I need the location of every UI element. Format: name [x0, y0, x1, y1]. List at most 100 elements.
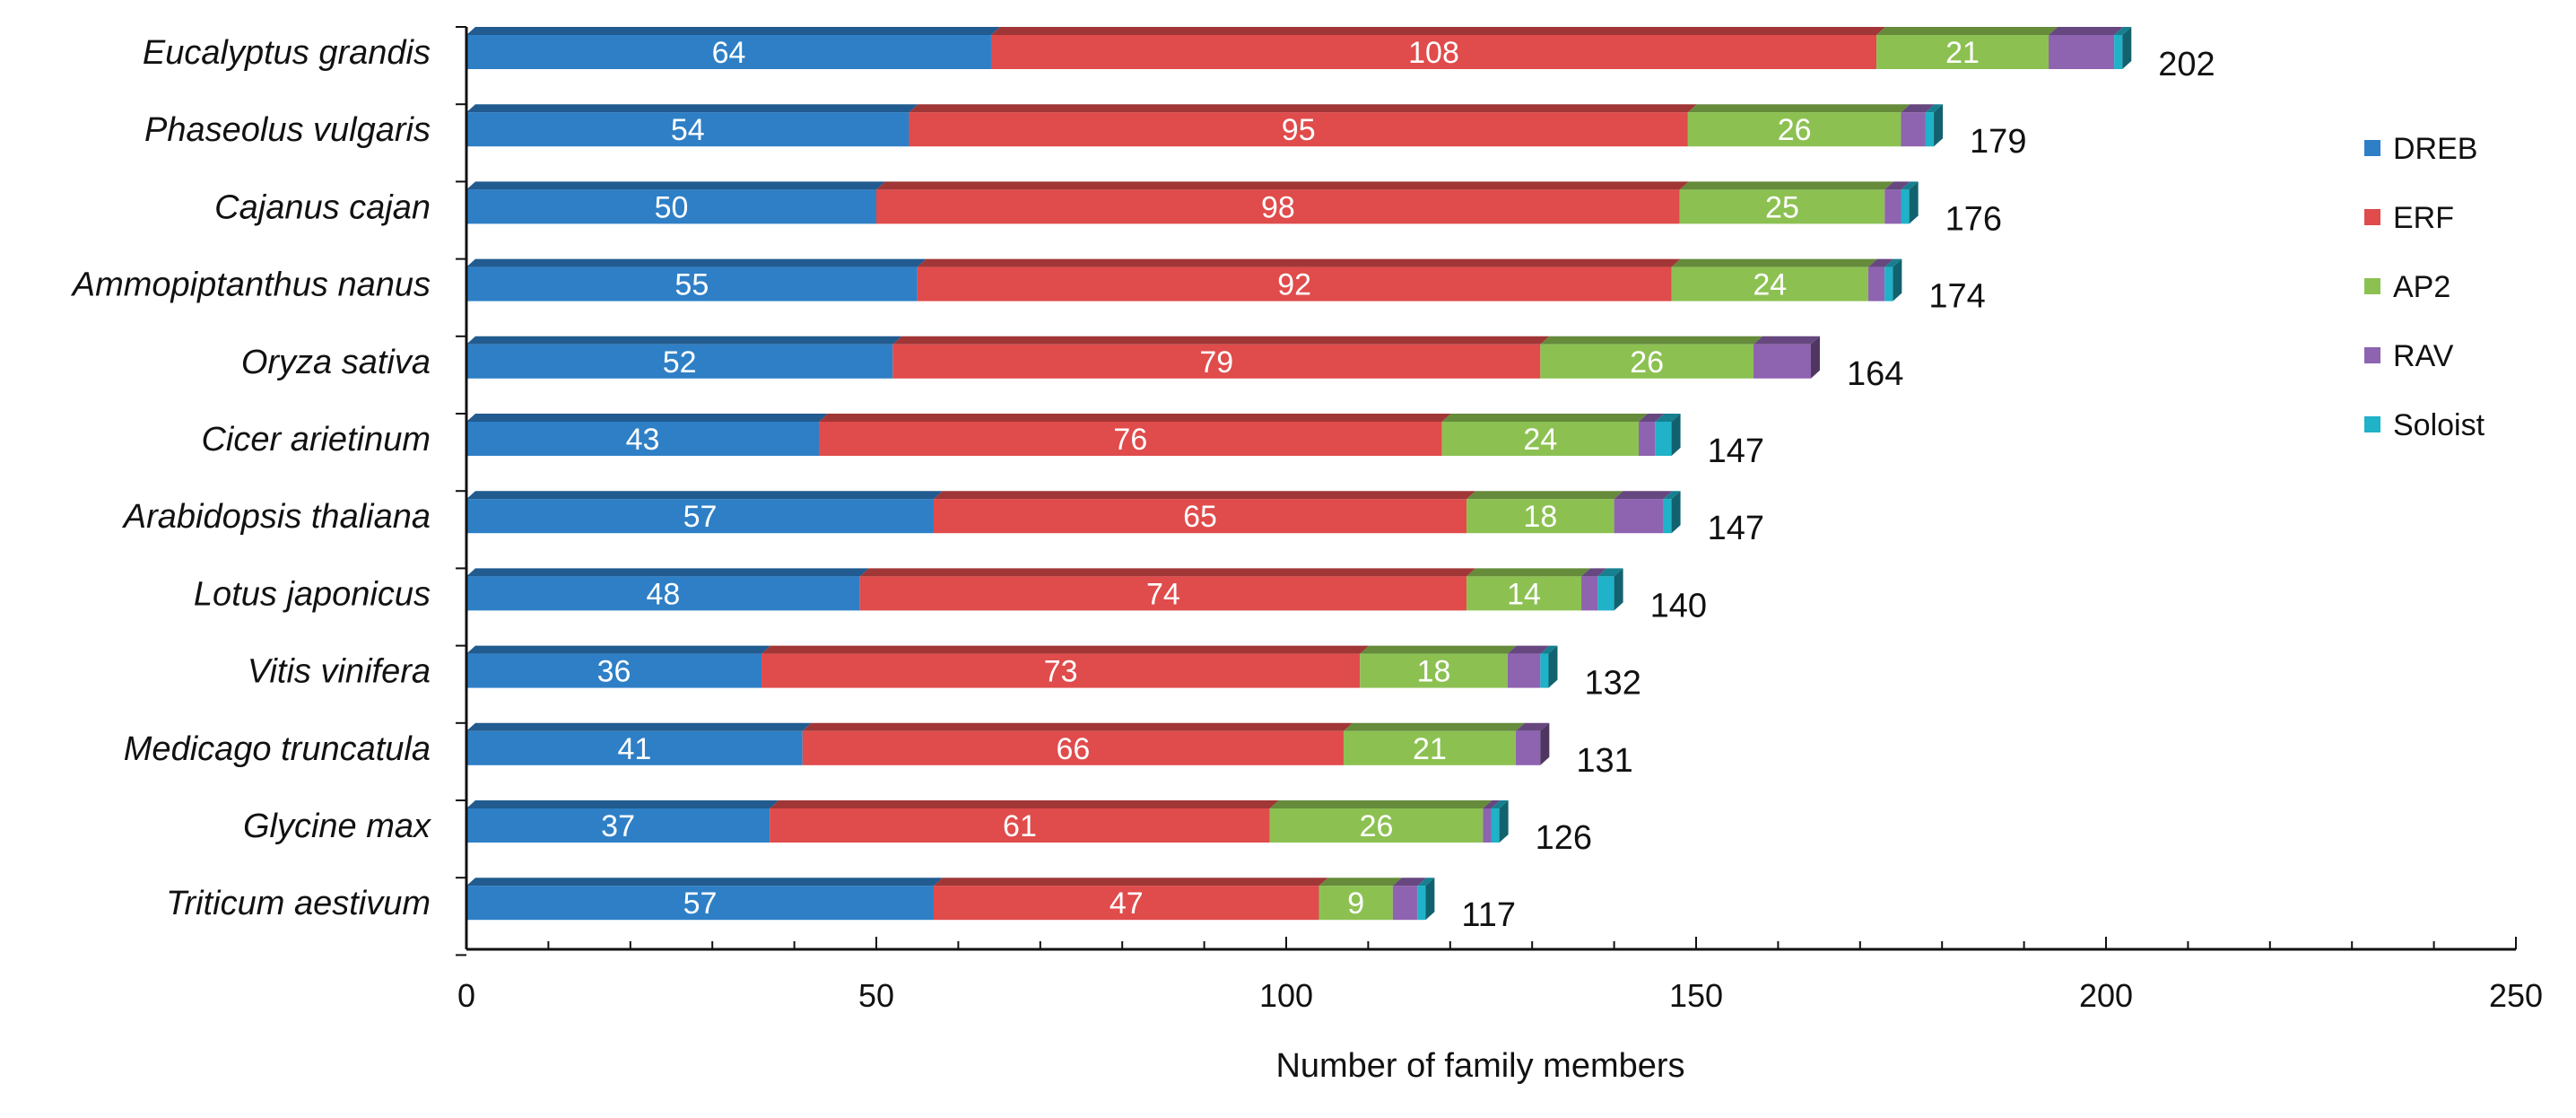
- bar-erf-medicago-truncatula-top: [802, 722, 1353, 731]
- total-label-medicago-truncatula: 131: [1576, 742, 1632, 780]
- bar-soloist-vitis-vinifera: [1540, 653, 1549, 688]
- category-label-lotus-japonicus: Lotus japonicus: [194, 575, 431, 613]
- total-label-eucalyptus-grandis: 202: [2158, 46, 2215, 83]
- legend-label-soloist: Soloist: [2393, 408, 2485, 442]
- bar-ap2-eucalyptus-grandis: [1876, 35, 2049, 69]
- bar-dreb-glycine-max-top: [466, 800, 779, 808]
- total-label-triticum-aestivum: 117: [1461, 896, 1516, 934]
- data-label-ap2-oryza-sativa: 26: [1630, 345, 1664, 380]
- bar-rav-medicago-truncatula-top: [1515, 722, 1550, 731]
- bar-dreb-glycine-max: [466, 808, 770, 843]
- legend-label-rav: RAV: [2393, 339, 2454, 373]
- category-label-vitis-vinifera: Vitis vinifera: [248, 653, 431, 691]
- bar-ap2-arabidopsis-thaliana: [1466, 499, 1614, 534]
- x-tick-label-200: 200: [2079, 977, 2133, 1014]
- category-label-medicago-truncatula: Medicago truncatula: [124, 730, 431, 768]
- bar-rav-triticum-aestivum: [1392, 886, 1418, 921]
- bar-soloist-lotus-japonicus-top: [1597, 568, 1623, 577]
- legend-label-erf: ERF: [2393, 201, 2454, 235]
- bar-end-cajanus-cajan: [1909, 181, 1919, 224]
- data-label-erf-lotus-japonicus: 74: [1146, 577, 1180, 611]
- bar-erf-eucalyptus-grandis-top: [990, 27, 1886, 35]
- data-label-dreb-glycine-max: 37: [601, 809, 635, 843]
- bar-end-phaseolus-vulgaris: [1934, 104, 1944, 147]
- bar-end-lotus-japonicus: [1614, 568, 1623, 611]
- bar-soloist-phaseolus-vulgaris-top: [1925, 104, 1944, 113]
- bar-erf-ammopiptanthus-nanus: [917, 266, 1672, 301]
- bar-rav-lotus-japonicus-top: [1581, 568, 1607, 577]
- bar-erf-glycine-max: [770, 808, 1270, 843]
- category-label-eucalyptus-grandis: Eucalyptus grandis: [143, 34, 431, 72]
- data-label-ap2-glycine-max: 26: [1360, 809, 1394, 843]
- bar-soloist-vitis-vinifera-top: [1540, 645, 1558, 654]
- bar-ap2-medicago-truncatula: [1343, 730, 1516, 765]
- bar-rav-glycine-max-top: [1483, 800, 1501, 808]
- data-label-erf-glycine-max: 61: [1003, 809, 1037, 843]
- bar-end-cicer-arietinum: [1671, 414, 1681, 456]
- bar-dreb-cicer-arietinum-top: [466, 414, 829, 422]
- data-label-dreb-oryza-sativa: 52: [663, 345, 697, 380]
- bar-end-eucalyptus-grandis: [2122, 27, 2132, 69]
- total-label-arabidopsis-thaliana: 147: [1708, 510, 1764, 547]
- data-label-ap2-cicer-arietinum: 24: [1523, 423, 1557, 457]
- bar-dreb-oryza-sativa: [466, 344, 893, 379]
- bar-ap2-lotus-japonicus-top: [1466, 568, 1591, 577]
- legend-label-ap2: AP2: [2393, 270, 2450, 304]
- data-label-ap2-ammopiptanthus-nanus: 24: [1753, 268, 1787, 302]
- bar-ap2-oryza-sativa: [1540, 344, 1754, 379]
- legend: DREB ERF AP2 RAV Soloist: [2364, 132, 2485, 442]
- bar-dreb-oryza-sativa-top: [466, 336, 902, 345]
- bar-end-triticum-aestivum: [1425, 878, 1435, 921]
- total-label-ammopiptanthus-nanus: 174: [1928, 278, 1985, 316]
- bar-dreb-eucalyptus-grandis: [466, 35, 991, 69]
- bar-dreb-cicer-arietinum: [466, 422, 820, 456]
- bar-rav-medicago-truncatula: [1515, 730, 1541, 765]
- bar-rav-glycine-max: [1483, 808, 1492, 843]
- bar-dreb-triticum-aestivum: [466, 886, 934, 921]
- category-label-triticum-aestivum: Triticum aestivum: [166, 885, 431, 922]
- bar-ap2-oryza-sativa-top: [1540, 336, 1762, 345]
- bar-dreb-cajanus-cajan: [466, 189, 876, 224]
- data-label-erf-ammopiptanthus-nanus: 92: [1277, 268, 1311, 302]
- legend-swatch-rav: [2364, 347, 2380, 363]
- bar-end-medicago-truncatula: [1540, 722, 1550, 765]
- bar-ap2-triticum-aestivum: [1318, 886, 1393, 921]
- bar-dreb-cajanus-cajan-top: [466, 181, 885, 190]
- bar-dreb-medicago-truncatula-top: [466, 722, 812, 731]
- bar-soloist-arabidopsis-thaliana: [1663, 499, 1672, 534]
- bar-rav-lotus-japonicus: [1581, 576, 1598, 611]
- bar-soloist-cajanus-cajan-top: [1901, 181, 1919, 190]
- bar-rav-oryza-sativa: [1753, 344, 1811, 379]
- data-label-erf-eucalyptus-grandis: 108: [1408, 36, 1459, 70]
- bar-erf-eucalyptus-grandis: [990, 35, 1877, 69]
- bar-end-ammopiptanthus-nanus: [1893, 258, 1902, 301]
- bar-erf-ammopiptanthus-nanus-top: [917, 258, 1681, 267]
- bar-soloist-glycine-max-top: [1491, 800, 1509, 808]
- bar-erf-vitis-vinifera: [761, 653, 1361, 688]
- data-label-dreb-triticum-aestivum: 57: [683, 887, 718, 921]
- bar-ap2-eucalyptus-grandis-top: [1876, 27, 2058, 35]
- bar-dreb-ammopiptanthus-nanus: [466, 266, 918, 301]
- bar-rav-cicer-arietinum-top: [1639, 414, 1665, 422]
- data-label-ap2-lotus-japonicus: 14: [1507, 577, 1541, 611]
- bar-dreb-lotus-japonicus-top: [466, 568, 869, 577]
- bar-soloist-cicer-arietinum: [1655, 422, 1672, 456]
- category-label-arabidopsis-thaliana: Arabidopsis thaliana: [122, 498, 431, 536]
- bar-erf-lotus-japonicus-top: [859, 568, 1476, 577]
- category-label-cajanus-cajan: Cajanus cajan: [214, 188, 431, 226]
- data-label-dreb-cajanus-cajan: 50: [655, 190, 689, 224]
- x-axis-title: Number of family members: [1275, 1047, 1684, 1085]
- bar-end-vitis-vinifera: [1548, 645, 1558, 688]
- bar-rav-oryza-sativa-top: [1753, 336, 1820, 345]
- bar-soloist-eucalyptus-grandis-top: [2114, 27, 2132, 35]
- total-label-cicer-arietinum: 147: [1708, 432, 1764, 470]
- bar-ap2-phaseolus-vulgaris: [1687, 112, 1902, 147]
- bar-soloist-eucalyptus-grandis: [2114, 35, 2123, 69]
- x-tick-label-250: 250: [2489, 977, 2543, 1014]
- bar-dreb-ammopiptanthus-nanus-top: [466, 258, 927, 267]
- data-label-ap2-phaseolus-vulgaris: 26: [1778, 113, 1812, 147]
- bar-ap2-cicer-arietinum: [1441, 422, 1640, 456]
- bar-dreb-triticum-aestivum-top: [466, 878, 943, 887]
- bar-dreb-medicago-truncatula: [466, 730, 803, 765]
